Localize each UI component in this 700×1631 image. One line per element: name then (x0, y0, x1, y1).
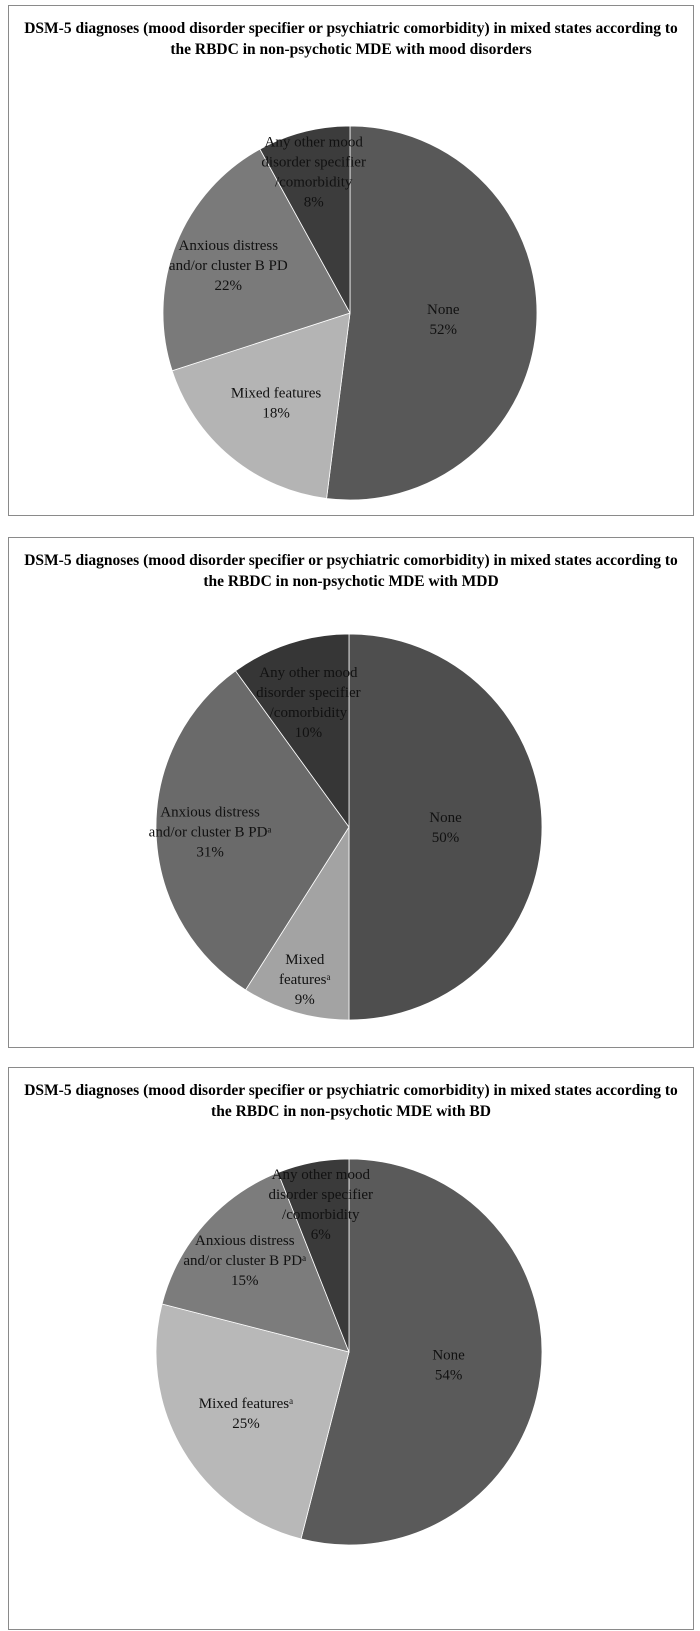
slice-label: Mixed featuresᵃ 9% (279, 952, 331, 1008)
slice-name-label: Any other mood (259, 665, 358, 681)
slice-name-label: disorder specifier (256, 685, 361, 701)
slice-label: Any other mood disorder specifier/comorbi… (256, 665, 361, 741)
slice-name-label: None (427, 302, 460, 318)
slice-label: None 50% (429, 810, 462, 846)
slice-name-label: and/or cluster B PD (169, 258, 288, 274)
slice-name-label: disorder specifier (269, 1187, 374, 1203)
slice-name-label: None (432, 1348, 465, 1364)
slice-label: Any other mood disorder specifier/comorbi… (261, 135, 366, 211)
pie-slice (161, 1172, 350, 1353)
slice-name-label: Any other mood (265, 135, 364, 151)
pie-slice (171, 312, 351, 499)
pie-slice (259, 125, 351, 314)
pie-slice (300, 1158, 543, 1546)
pie-chart-mood-disorders: None 52% Mixed features 18% Anxious distress… (162, 125, 538, 501)
slice-name-label: and/or cluster B PDᵃ (183, 1253, 306, 1269)
pie-slice (277, 1158, 350, 1353)
slice-percent-label: 54% (435, 1368, 463, 1384)
slice-name-label: /comorbidity (270, 705, 348, 721)
slice-percent-label: 50% (432, 830, 460, 846)
pie-chart-mdd: None 50% Mixed featuresᵃ 9% Anxious distress a… (149, 633, 543, 1021)
chart-title: DSM-5 diagnoses (mood disorder specifier… (24, 20, 678, 58)
slice-name-label: Anxious distress (179, 238, 279, 254)
slice-name-label: Anxious distress (195, 1233, 295, 1249)
slice-percent-label: 6% (311, 1227, 331, 1243)
slice-percent-label: 8% (304, 195, 324, 211)
slice-name-label: and/or cluster B PDᵃ (149, 824, 272, 840)
chart-title: DSM-5 diagnoses (mood disorder specifier… (24, 552, 678, 590)
slice-label: Any other mood disorder specifier/comorbi… (269, 1167, 374, 1243)
chart-title: DSM-5 diagnoses (mood disorder specifier… (24, 1082, 678, 1120)
slice-percent-label: 25% (232, 1416, 260, 1432)
pie-slice (348, 633, 543, 1021)
slice-name-label: featuresᵃ (279, 972, 331, 988)
pie-slice (162, 148, 351, 372)
slice-percent-label: 52% (430, 322, 458, 338)
slice-name-label: None (429, 810, 462, 826)
slice-percent-label: 31% (196, 844, 224, 860)
pie-chart-panel-mood-disorders: DSM-5 diagnoses (mood disorder specifier… (8, 5, 694, 516)
pie-slice (155, 670, 350, 991)
slice-label: Mixed features 18% (231, 385, 322, 421)
pie-slice (155, 1303, 350, 1540)
slice-name-label: disorder specifier (261, 155, 366, 171)
pie-slice (326, 125, 538, 501)
slice-name-label: Mixed featuresᵃ (199, 1396, 293, 1412)
slice-label: None 52% (427, 302, 460, 338)
slice-label: Anxious distress and/or cluster B PDᵃ 15% (183, 1233, 306, 1289)
pie-slice (245, 825, 350, 1021)
slice-name-label: Anxious distress (160, 804, 260, 820)
slice-label: Mixed featuresᵃ 25% (199, 1396, 293, 1432)
pie-chart-panel-bd: DSM-5 diagnoses (mood disorder specifier… (8, 1067, 694, 1630)
slice-name-label: Mixed features (231, 385, 322, 401)
slice-percent-label: 9% (295, 992, 315, 1008)
pie-chart-panel-mdd: DSM-5 diagnoses (mood disorder specifier… (8, 537, 694, 1048)
pie-slice (235, 633, 350, 829)
slice-label: Anxious distress and/or cluster B PD 22% (169, 238, 288, 294)
slice-label: None 54% (432, 1348, 465, 1384)
pie-chart-bd: None 54% Mixed featuresᵃ 25% Anxious distres… (155, 1158, 543, 1546)
slice-percent-label: 15% (231, 1273, 259, 1289)
slice-name-label: Mixed (285, 952, 325, 968)
slice-name-label: /comorbidity (282, 1207, 360, 1223)
slice-label: Anxious distress and/or cluster B PDᵃ 31% (149, 804, 272, 860)
slice-percent-label: 10% (295, 725, 323, 741)
slice-name-label: /comorbidity (275, 175, 353, 191)
slice-percent-label: 18% (262, 405, 290, 421)
slice-percent-label: 22% (215, 278, 243, 294)
slice-name-label: Any other mood (272, 1167, 371, 1183)
